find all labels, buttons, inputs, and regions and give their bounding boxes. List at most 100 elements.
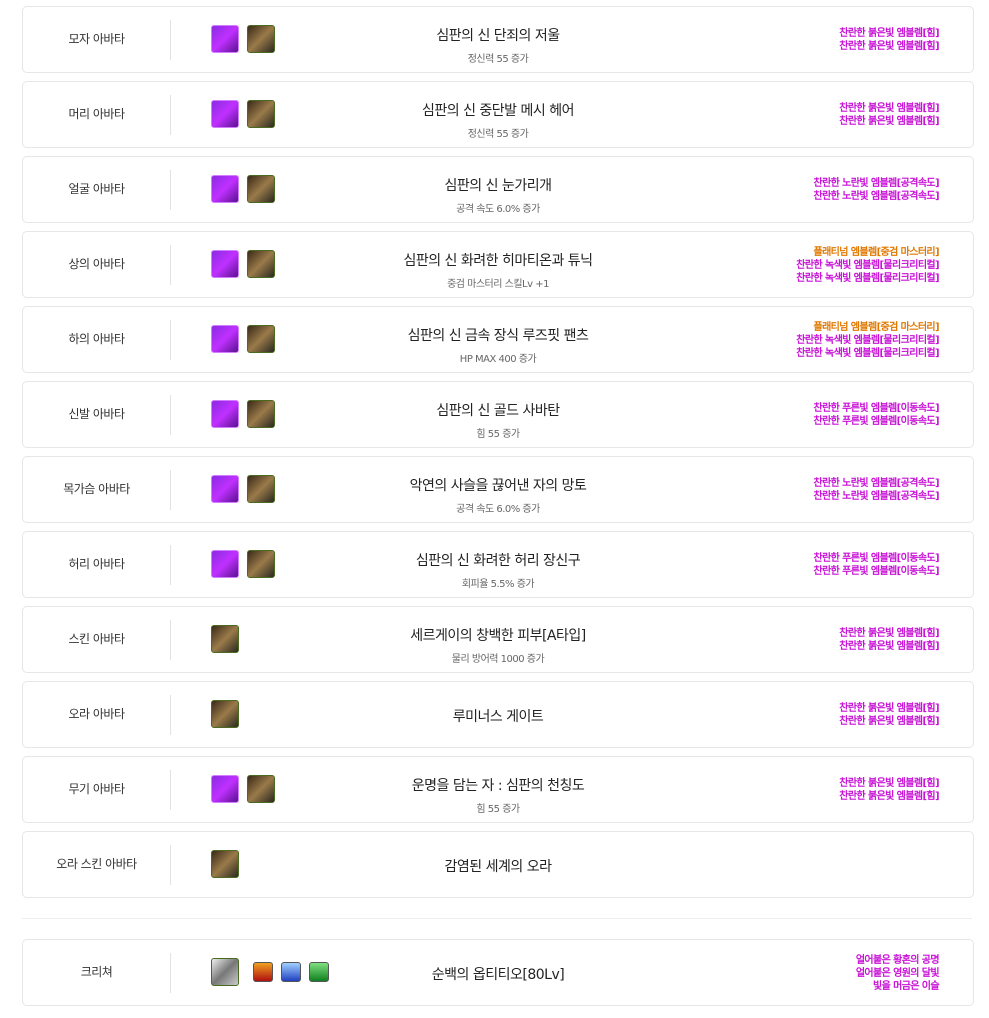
avatar-row[interactable]: 스킨 아바타 세르게이의 창백한 피부[A타입] 물리 방어력 1000 증가 찬란한… [22,606,974,673]
divider [170,545,171,585]
item-name[interactable]: 세르게이의 창백한 피부[A타입] [410,628,586,644]
divider [170,95,171,135]
emblem: 찬란한 붉은빛 엠블렘[힘] [839,103,939,114]
item-icon[interactable] [247,250,275,278]
item-icons [211,400,275,428]
item-name[interactable]: 악연의 사슬을 끊어낸 자의 망토 [409,478,587,494]
avatar-row[interactable]: 목가슴 아바타 악연의 사슬을 끊어낸 자의 망토 공격 속도 6.0% 증가 찬란한… [22,456,974,523]
item-description: 정신력 55 증가 [467,129,529,140]
green-artifact-icon[interactable] [309,962,329,982]
item-icon[interactable] [247,25,275,53]
item-name[interactable]: 루미너스 게이트 [452,709,544,725]
item-icon[interactable] [247,550,275,578]
slot-label: 얼굴 아바타 [68,182,125,196]
item-icon[interactable] [247,175,275,203]
divider [170,695,171,735]
avatar-row[interactable]: 상의 아바타 심판의 신 화려한 히마티온과 튜닉 중검 마스터리 스킬Lv +1 플… [22,231,974,298]
divider [170,845,171,885]
item-name[interactable]: 심판의 신 골드 사바탄 [436,403,560,419]
emblem-list: 찬란한 붉은빛 엠블렘[힘] 찬란한 붉은빛 엠블렘[힘] [839,627,939,653]
item-info: 악연의 사슬을 끊어낸 자의 망토 공격 속도 6.0% 증가 [323,475,673,515]
slot-label: 목가슴 아바타 [63,482,130,496]
slot-label: 오라 스킨 아바타 [56,857,137,871]
avatar-row[interactable]: 무기 아바타 운명을 담는 자 : 심판의 천칭도 힘 55 증가 찬란한 붉은빛 엠… [22,756,974,823]
slot-label: 크리쳐 [80,965,113,979]
clone-icon[interactable] [211,25,239,53]
red-artifact-icon[interactable] [253,962,273,982]
divider [170,470,171,510]
item-icon[interactable] [211,625,239,653]
emblem-list: 찬란한 붉은빛 엠블렘[힘] 찬란한 붉은빛 엠블렘[힘] [839,777,939,803]
item-info: 순백의 옵티티오[80Lv] [323,964,673,984]
emblem: 찬란한 노란빛 엠블렘[공격속도] [813,491,939,502]
emblem: 찬란한 붉은빛 엠블렘[힘] [839,791,939,802]
item-icons [211,850,239,878]
emblem: 찬란한 붉은빛 엠블렘[힘] [839,28,939,39]
item-name[interactable]: 심판의 신 단죄의 저울 [436,28,560,44]
emblem: 찬란한 녹색빛 엠블렘[물리크리티컬] [796,347,939,359]
clone-icon[interactable] [211,400,239,428]
clone-icon[interactable] [211,175,239,203]
item-icon[interactable] [247,475,275,503]
clone-icon[interactable] [211,250,239,278]
item-name[interactable]: 심판의 신 눈가리개 [444,178,552,194]
avatar-row[interactable]: 오라 아바타 루미너스 게이트 찬란한 붉은빛 엠블렘[힘] 찬란한 붉은빛 엠블렘[… [22,681,974,748]
item-name[interactable]: 심판의 신 중단발 메시 헤어 [422,103,574,119]
avatar-row[interactable]: 크리쳐 순백의 옵티티오[80Lv] 얼어붙은 황혼의 공명 얼어붙은 영원의 달빛 빛… [22,939,974,1006]
item-info: 세르게이의 창백한 피부[A타입] 물리 방어력 1000 증가 [323,625,673,665]
item-name[interactable]: 심판의 신 화려한 히마티온과 튜닉 [403,253,593,269]
clone-icon[interactable] [211,325,239,353]
emblem: 빛을 머금은 이슬 [873,980,940,992]
item-icons [211,100,275,128]
avatar-row[interactable]: 하의 아바타 심판의 신 금속 장식 루즈핏 팬츠 HP MAX 400 증가 플래티… [22,306,974,373]
item-name[interactable]: 심판의 신 화려한 허리 장신구 [415,553,581,569]
avatar-row[interactable]: 오라 스킨 아바타 감염된 세계의 오라 [22,831,974,898]
clone-icon[interactable] [211,475,239,503]
item-icon[interactable] [211,700,239,728]
item-icon[interactable] [211,958,239,986]
item-name[interactable]: 순백의 옵티티오[80Lv] [431,967,565,983]
emblem: 얼어붙은 영원의 달빛 [855,967,940,979]
avatar-row[interactable]: 허리 아바타 심판의 신 화려한 허리 장신구 회피율 5.5% 증가 찬란한 푸른빛… [22,531,974,598]
blue-artifact-icon[interactable] [281,962,301,982]
item-info: 심판의 신 화려한 히마티온과 튜닉 중검 마스터리 스킬Lv +1 [323,250,673,290]
item-icons [211,625,239,653]
item-description: 힘 55 증가 [476,804,520,815]
emblem: 찬란한 붉은빛 엠블렘[힘] [839,703,939,714]
emblem: 찬란한 푸른빛 엠블렘[이동속도] [813,566,939,577]
emblem: 찬란한 붉은빛 엠블렘[힘] [839,116,939,127]
item-icons [211,25,275,53]
emblem: 찬란한 붉은빛 엠블렘[힘] [839,41,939,52]
emblem-list: 플래티넘 엠블렘[중검 마스터리] 찬란한 녹색빛 엠블렘[물리크리티컬] 찬란한 … [796,246,939,285]
item-name[interactable]: 심판의 신 금속 장식 루즈핏 팬츠 [407,328,589,344]
item-description: 물리 방어력 1000 증가 [451,654,545,665]
slot-label: 신발 아바타 [68,407,125,421]
item-icon[interactable] [211,850,239,878]
emblem: 찬란한 푸른빛 엠블렘[이동속도] [813,416,939,427]
item-name[interactable]: 감염된 세계의 오라 [444,859,552,875]
emblem-list: 찬란한 푸른빛 엠블렘[이동속도] 찬란한 푸른빛 엠블렘[이동속도] [813,552,939,578]
item-name[interactable]: 운명을 담는 자 : 심판의 천칭도 [411,778,585,794]
slot-label: 머리 아바타 [68,107,125,121]
item-icon[interactable] [247,775,275,803]
clone-icon[interactable] [211,550,239,578]
emblem: 찬란한 녹색빛 엠블렘[물리크리티컬] [796,272,939,284]
emblem-list: 플래티넘 엠블렘[중검 마스터리] 찬란한 녹색빛 엠블렘[물리크리티컬] 찬란한 … [796,321,939,360]
avatar-row[interactable]: 얼굴 아바타 심판의 신 눈가리개 공격 속도 6.0% 증가 찬란한 노란빛 엠블렘… [22,156,974,223]
item-icon[interactable] [247,100,275,128]
item-icon[interactable] [247,325,275,353]
item-icons [211,250,275,278]
divider [170,953,171,993]
clone-icon[interactable] [211,100,239,128]
avatar-row[interactable]: 신발 아바타 심판의 신 골드 사바탄 힘 55 증가 찬란한 푸른빛 엠블렘[이동속… [22,381,974,448]
item-icon[interactable] [247,400,275,428]
item-info: 심판의 신 눈가리개 공격 속도 6.0% 증가 [323,175,673,215]
item-icons [211,550,275,578]
emblem: 얼어붙은 황혼의 공명 [855,954,940,966]
slot-label: 허리 아바타 [68,557,125,571]
clone-icon[interactable] [211,775,239,803]
avatar-row[interactable]: 모자 아바타 심판의 신 단죄의 저울 정신력 55 증가 찬란한 붉은빛 엠블렘[힘… [22,6,974,73]
emblem-list: 찬란한 노란빛 엠블렘[공격속도] 찬란한 노란빛 엠블렘[공격속도] [813,177,939,203]
